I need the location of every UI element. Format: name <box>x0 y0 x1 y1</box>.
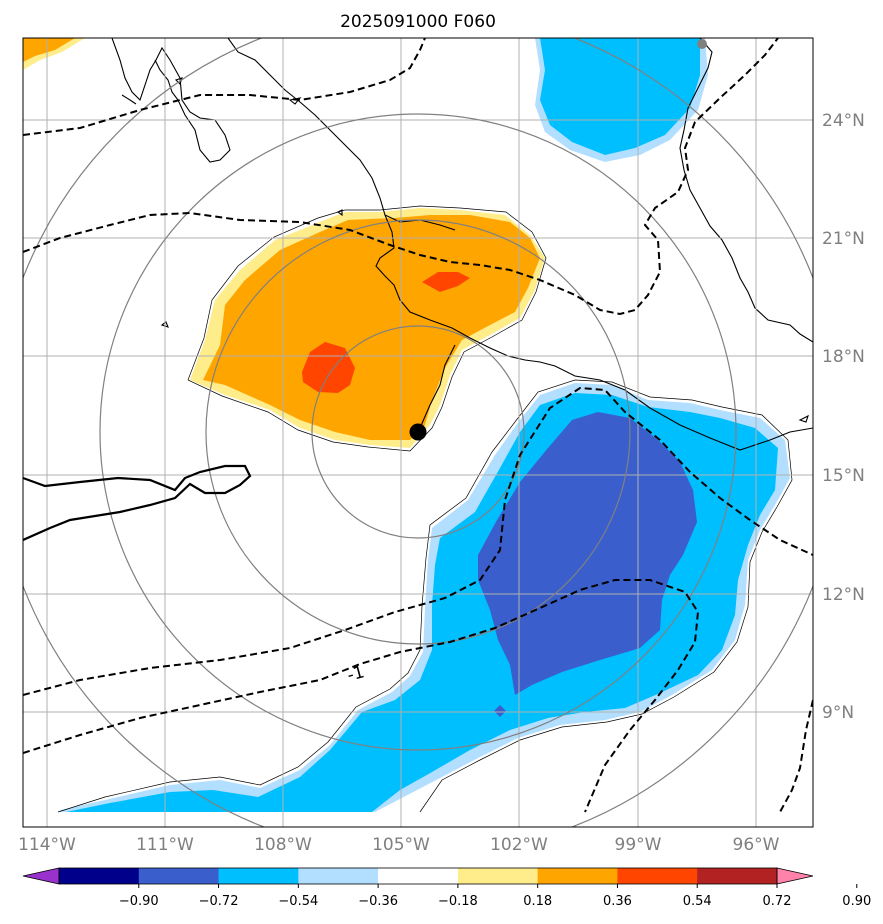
colorbar-tick-label: 0.90 <box>842 894 871 909</box>
lat-label: 9°N <box>822 703 854 723</box>
colorbar-tick-label: 0.36 <box>603 894 632 909</box>
lon-label: 102°W <box>490 835 548 855</box>
gridlines <box>23 38 813 827</box>
lon-label: 96°W <box>733 835 780 855</box>
colorbar: −0.90 −0.72 −0.54 −0.36 −0.18 0.18 0.36 0.54 0.7… <box>22 867 871 909</box>
colorbar-tick-label: −0.90 <box>119 894 159 909</box>
dashed-contours <box>23 38 813 813</box>
zero-contours <box>57 205 793 813</box>
gray-station-marker <box>697 39 707 49</box>
positive-anomaly-region <box>190 208 545 448</box>
colorbar-swatch <box>59 868 140 884</box>
colorbar-swatch <box>218 868 299 884</box>
lat-label: 21°N <box>822 229 865 249</box>
positive-anomaly-corner-core <box>23 38 75 62</box>
plot-title: 2025091000 F060 <box>340 12 496 32</box>
colorbar-swatch <box>298 868 379 884</box>
lat-label: 24°N <box>822 111 865 131</box>
colorbar-swatch <box>697 868 778 884</box>
colorbar-tick-label: −0.54 <box>278 894 318 909</box>
lon-label: 108°W <box>254 835 312 855</box>
negative-anomaly-region <box>60 383 790 812</box>
map-frame <box>22 37 814 828</box>
map-area: -1 <box>23 38 813 827</box>
colorbar-swatch <box>537 868 618 884</box>
colorbar-extend-low <box>22 867 60 885</box>
range-rings <box>23 38 813 827</box>
lat-label: 15°N <box>822 466 865 486</box>
lon-label: 111°W <box>136 835 194 855</box>
colorbar-swatch <box>617 868 698 884</box>
longitude-labels: 114°W 111°W 108°W 105°W 102°W 99°W 96°W <box>18 835 780 855</box>
colorbar-tick-label: 0.72 <box>763 894 792 909</box>
colorbar-swatch <box>138 868 220 884</box>
storm-center-marker <box>409 423 427 441</box>
colorbar-extend-high <box>776 867 814 885</box>
lon-label: 99°W <box>615 835 662 855</box>
colorbar-swatch <box>457 868 539 884</box>
colorbar-swatch <box>378 868 459 884</box>
colorbar-frame <box>58 867 778 885</box>
lat-label: 18°N <box>822 347 865 367</box>
colorbar-tick-label: 0.18 <box>523 894 552 909</box>
negative-anomaly-region-north <box>535 38 708 162</box>
colorbar-tick-label: 0.54 <box>683 894 712 909</box>
colorbar-tick-label: −0.18 <box>438 894 478 909</box>
lon-label: 114°W <box>18 835 76 855</box>
colorbar-tick-label: −0.72 <box>199 894 239 909</box>
lon-label: 105°W <box>372 835 430 855</box>
solid-contour <box>23 464 252 542</box>
colorbar-tick-label: −0.36 <box>358 894 398 909</box>
latitude-labels: 24°N 21°N 18°N 15°N 12°N 9°N <box>822 111 865 723</box>
lat-label: 12°N <box>822 585 865 605</box>
contour-label: -1 <box>345 662 367 686</box>
